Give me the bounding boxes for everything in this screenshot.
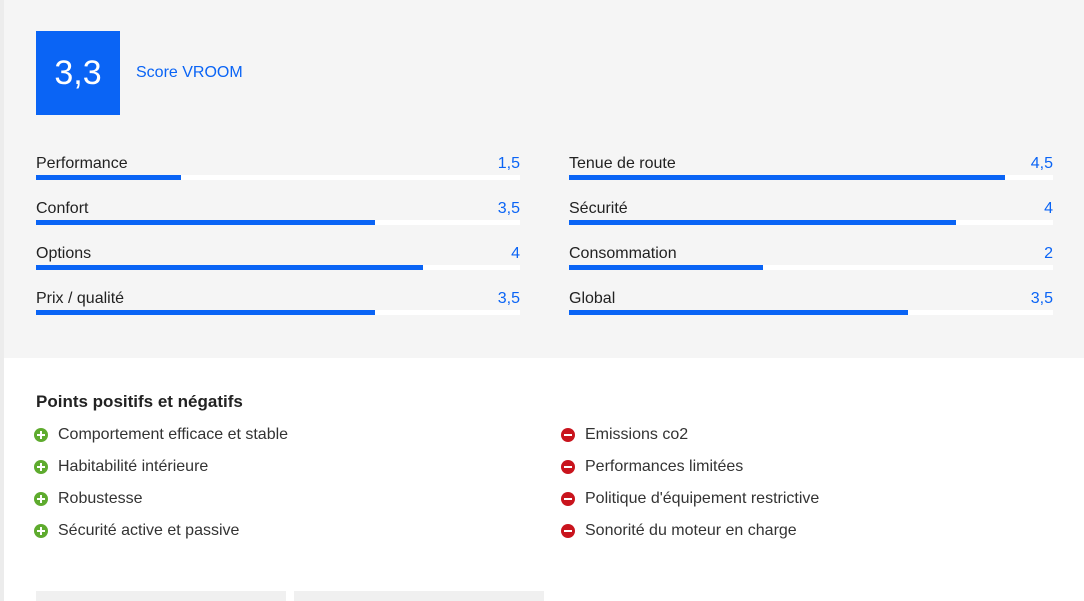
bottom-card-2[interactable]: [294, 591, 544, 601]
rating-name: Prix / qualité: [36, 290, 125, 307]
rating-bar-fill: [569, 175, 1005, 180]
rating-prix-qualite: Prix / qualité 3,5: [36, 290, 520, 330]
negative-point: Emissions co2: [561, 424, 688, 446]
negative-point: Politique d'équipement restrictive: [561, 488, 819, 510]
negative-point-text: Performances limitées: [585, 458, 744, 475]
positive-point-text: Sécurité active et passive: [58, 522, 240, 539]
negative-point-text: Emissions co2: [585, 426, 689, 443]
rating-options: Options 4: [36, 245, 520, 285]
rating-bar-fill: [36, 175, 182, 180]
points-section-title: Points positifs et négatifs: [36, 392, 243, 411]
rating-bar-fill: [569, 310, 908, 315]
page-edge: [0, 0, 4, 601]
positive-point: Sécurité active et passive: [34, 520, 239, 542]
rating-bar-track: [36, 310, 520, 315]
rating-confort: Confort 3,5: [36, 200, 520, 240]
rating-bar-track: [569, 265, 1053, 270]
rating-name: Performance: [36, 155, 128, 172]
rating-bar-fill: [569, 220, 957, 225]
rating-bar-track: [36, 265, 520, 270]
rating-name: Sécurité: [569, 200, 628, 217]
rating-bar-track: [36, 175, 520, 180]
plus-circle-icon: [34, 492, 48, 506]
rating-value: 4: [511, 245, 520, 262]
positive-point-text: Robustesse: [58, 490, 143, 507]
rating-value: 4: [1044, 200, 1053, 217]
positive-point-text: Comportement efficace et stable: [58, 426, 289, 443]
rating-performance: Performance 1,5: [36, 155, 520, 195]
plus-circle-icon: [34, 524, 48, 538]
rating-value: 1,5: [497, 155, 520, 172]
rating-bar-track: [569, 310, 1053, 315]
rating-value: 3,5: [497, 290, 520, 307]
plus-circle-icon: [34, 460, 48, 474]
rating-value: 3,5: [497, 200, 520, 217]
rating-securite: Sécurité 4: [569, 200, 1053, 240]
negative-point-text: Sonorité du moteur en charge: [585, 522, 797, 539]
rating-name: Options: [36, 245, 92, 262]
plus-circle-icon: [34, 428, 48, 442]
negative-point-text: Politique d'équipement restrictive: [585, 490, 820, 507]
minus-circle-icon: [561, 524, 575, 538]
rating-name: Confort: [36, 200, 89, 217]
score-label[interactable]: Score VROOM: [136, 64, 243, 81]
rating-value: 2: [1044, 245, 1053, 262]
rating-global: Global 3,5: [569, 290, 1053, 330]
positive-point: Habitabilité intérieure: [34, 456, 208, 478]
rating-bar-track: [569, 175, 1053, 180]
rating-value: 4,5: [1030, 155, 1053, 172]
score-panel: 3,3 Score VROOM Performance 1,5 Confort …: [4, 0, 1084, 358]
rating-bar-fill: [36, 310, 375, 315]
negative-point: Sonorité du moteur en charge: [561, 520, 797, 542]
rating-value: 3,5: [1030, 290, 1053, 307]
rating-consommation: Consommation 2: [569, 245, 1053, 285]
minus-circle-icon: [561, 460, 575, 474]
rating-bar-track: [569, 220, 1053, 225]
negative-point: Performances limitées: [561, 456, 743, 478]
rating-tenue-de-route: Tenue de route 4,5: [569, 155, 1053, 195]
minus-circle-icon: [561, 492, 575, 506]
rating-name: Global: [569, 290, 616, 307]
rating-bar-fill: [569, 265, 763, 270]
positive-point: Robustesse: [34, 488, 143, 510]
minus-circle-icon: [561, 428, 575, 442]
rating-bar-fill: [36, 220, 375, 225]
bottom-card-1[interactable]: [36, 591, 286, 601]
score-badge: 3,3: [36, 31, 120, 115]
positive-point-text: Habitabilité intérieure: [58, 458, 209, 475]
rating-bar-fill: [36, 265, 424, 270]
rating-bar-track: [36, 220, 520, 225]
rating-name: Consommation: [569, 245, 677, 262]
positive-point: Comportement efficace et stable: [34, 424, 288, 446]
rating-name: Tenue de route: [569, 155, 676, 172]
